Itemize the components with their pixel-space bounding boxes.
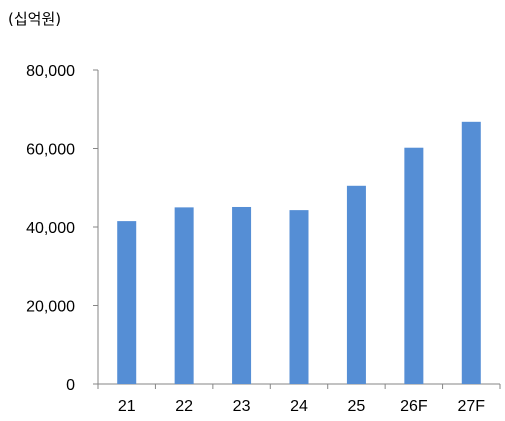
x-axis: 21 22 23 24 25 26F 27F: [97, 383, 501, 415]
bar-24: [289, 210, 309, 384]
bars: [117, 121, 481, 384]
bar-22: [174, 207, 194, 384]
y-axis: 0 20,000 40,000 60,000 80,000: [26, 63, 99, 394]
bar-21: [117, 221, 137, 384]
x-tick-label: 25: [348, 398, 366, 415]
y-tick-label: 40,000: [26, 220, 75, 237]
x-tick-label: 24: [290, 398, 308, 415]
x-tick-label: 21: [118, 398, 136, 415]
x-tick-label: 22: [175, 398, 193, 415]
unit-label: (십억원): [8, 10, 62, 28]
x-tick-label: 23: [233, 398, 251, 415]
y-tick-label: 80,000: [26, 63, 75, 80]
bar-26F: [404, 147, 424, 384]
y-tick-label: 0: [66, 377, 75, 394]
x-tick-label: 27F: [457, 398, 485, 415]
y-tick-label: 20,000: [26, 299, 75, 316]
bar-27F: [461, 121, 481, 384]
bar-23: [232, 206, 252, 384]
bar-25: [346, 185, 366, 384]
y-tick-label: 60,000: [26, 142, 75, 159]
x-tick-label: 26F: [400, 398, 428, 415]
